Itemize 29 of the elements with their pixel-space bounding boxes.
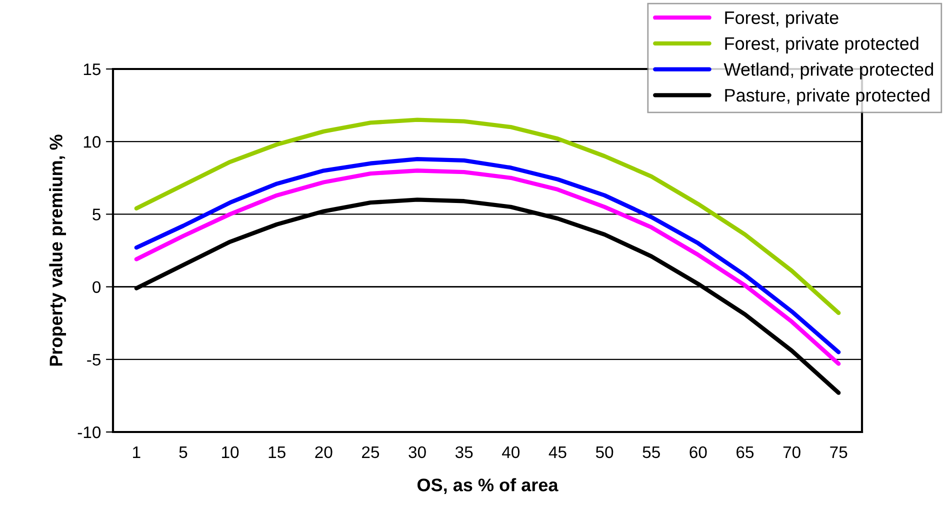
x-tick-label: 45 [548,446,566,458]
y-tick-label: 10 [84,136,101,148]
x-tick-label: 50 [596,446,614,458]
x-tick-label: 30 [408,446,426,458]
x-tick-label: 35 [455,446,473,458]
legend-label: Forest, private [725,10,838,28]
y-tick-label: -10 [78,426,101,438]
x-tick-label: 55 [642,446,660,458]
y-axis-title: Property value premium, % [49,134,66,366]
x-tick-label: 20 [315,446,332,458]
x-axis-title: OS, as % of area [417,478,558,494]
x-tick-label: 1 [133,446,140,458]
x-tick-label: 25 [362,446,380,458]
line-series [134,118,841,316]
x-tick-label: 40 [502,446,520,458]
x-tick-label: 60 [690,446,707,458]
x-tick-label: 65 [736,446,754,458]
legend-label: Wetland, private protected [724,62,934,80]
legend-label: Forest, private protected [725,36,918,54]
y-tick-label: -5 [87,354,100,366]
legend-label: Pasture, private protected [725,88,930,106]
x-tick-label: 70 [783,446,800,458]
y-tick-label: 15 [84,64,100,76]
x-tick-label: 10 [222,446,239,458]
x-tick-label: 5 [179,446,188,458]
x-tick-label: 75 [830,446,848,458]
x-tick-label: 15 [268,446,286,458]
y-tick-label: 5 [92,208,100,220]
y-tick-label: 0 [92,281,101,294]
